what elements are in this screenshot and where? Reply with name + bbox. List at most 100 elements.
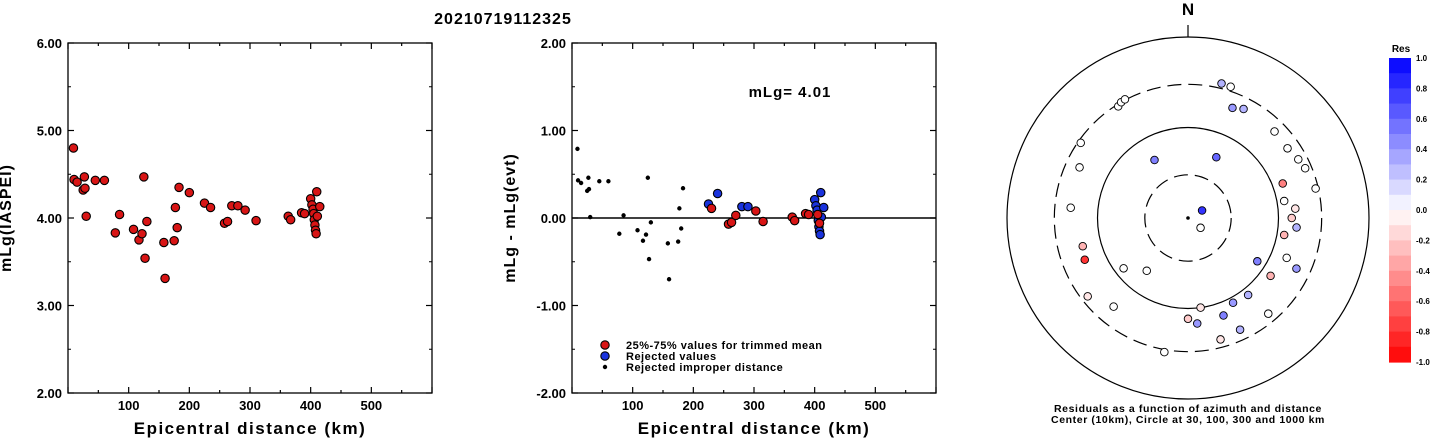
colorbar-tick-label: -0.2 bbox=[1416, 236, 1430, 245]
y-tick-label: 1.00 bbox=[541, 124, 566, 139]
data-point bbox=[233, 201, 243, 211]
improper-point bbox=[646, 256, 652, 262]
trimmed-point bbox=[726, 217, 737, 228]
north-label: N bbox=[1182, 0, 1194, 19]
station-point bbox=[1291, 204, 1300, 213]
station-point bbox=[1266, 271, 1275, 281]
trimmed-point bbox=[751, 206, 761, 216]
data-point bbox=[222, 216, 233, 227]
trimmed-point bbox=[758, 216, 768, 227]
station-point bbox=[1217, 79, 1226, 88]
data-point bbox=[99, 175, 110, 186]
data-point bbox=[90, 175, 101, 186]
data-point bbox=[139, 172, 149, 182]
colorbar-swatch bbox=[1389, 316, 1411, 333]
trimmed-point bbox=[803, 209, 814, 220]
improper-point bbox=[645, 175, 651, 180]
improper-point bbox=[588, 214, 593, 220]
data-point bbox=[299, 208, 310, 219]
station-point bbox=[1264, 309, 1273, 318]
legend-marker bbox=[600, 351, 610, 361]
distance-ring bbox=[1096, 126, 1280, 310]
trimmed-point bbox=[706, 203, 717, 214]
station-point bbox=[1142, 266, 1151, 276]
colorbar-swatch bbox=[1389, 58, 1411, 74]
data-point bbox=[68, 143, 79, 153]
y-tick-label: 6.00 bbox=[37, 36, 62, 51]
improper-point bbox=[643, 232, 649, 237]
magnitude-annotation: mLg= 4.01 bbox=[749, 84, 832, 101]
data-point bbox=[140, 253, 150, 264]
data-point bbox=[174, 182, 184, 193]
colorbar-tick-label: -0.4 bbox=[1416, 267, 1430, 276]
data-point bbox=[142, 216, 152, 227]
trimmed-point bbox=[812, 209, 823, 220]
station-point bbox=[1109, 302, 1118, 311]
colorbar-swatch bbox=[1389, 179, 1411, 196]
station-point bbox=[1282, 253, 1291, 263]
colorbar-tick-label: 0.2 bbox=[1416, 176, 1428, 185]
improper-point bbox=[648, 220, 654, 225]
polar-caption-line2: Center (10km), Circle at 30, 100, 300 an… bbox=[1051, 414, 1325, 426]
colorbar-swatch bbox=[1389, 88, 1411, 105]
colorbar-title: Res bbox=[1392, 44, 1411, 55]
figure-title: 20210719112325 bbox=[434, 11, 572, 28]
colorbar-swatch bbox=[1389, 331, 1411, 348]
station-point bbox=[1228, 103, 1237, 113]
rejected-point bbox=[819, 202, 829, 213]
station-point bbox=[1212, 153, 1221, 162]
station-point bbox=[1183, 314, 1193, 324]
data-point bbox=[169, 236, 179, 246]
colorbar-tick-label: 0.4 bbox=[1416, 145, 1428, 154]
station-point bbox=[1278, 179, 1287, 188]
y-tick-label: 2.00 bbox=[541, 36, 566, 51]
y-axis-label: mLg(IASPEI) bbox=[0, 164, 15, 272]
colorbar-tick-label: 1.0 bbox=[1416, 54, 1428, 63]
station-point bbox=[1239, 104, 1248, 114]
rejected-point bbox=[712, 188, 723, 199]
improper-point bbox=[597, 179, 602, 184]
y-axis-label: mLg - mLg(evt) bbox=[502, 153, 519, 283]
improper-point bbox=[640, 238, 646, 243]
station-point bbox=[1196, 303, 1205, 312]
station-point bbox=[1160, 347, 1169, 357]
station-point bbox=[1283, 144, 1292, 153]
improper-point bbox=[578, 180, 584, 186]
station-point bbox=[1279, 196, 1289, 206]
station-point bbox=[1235, 325, 1245, 334]
data-point bbox=[172, 222, 182, 233]
x-tick-label: 300 bbox=[239, 398, 261, 413]
legend-label: Rejected values bbox=[626, 351, 717, 363]
station-point bbox=[1219, 311, 1228, 320]
colorbar-swatch bbox=[1389, 255, 1411, 272]
data-point bbox=[312, 211, 323, 222]
colorbar-tick-label: 0.6 bbox=[1416, 115, 1428, 124]
x-axis-label: Epicentral distance (km) bbox=[638, 419, 871, 438]
data-point bbox=[205, 202, 216, 213]
station-point bbox=[1311, 184, 1320, 193]
colorbar-swatch bbox=[1389, 149, 1411, 165]
improper-point bbox=[606, 179, 611, 184]
station-point bbox=[1192, 319, 1202, 328]
rejected-point bbox=[815, 187, 826, 198]
improper-point bbox=[635, 228, 640, 233]
colorbar-tick-label: -0.6 bbox=[1416, 297, 1430, 306]
colorbar-tick-label: 0.0 bbox=[1416, 206, 1428, 215]
station-point bbox=[1080, 255, 1090, 264]
x-tick-label: 500 bbox=[360, 398, 382, 413]
x-tick-label: 100 bbox=[622, 398, 644, 413]
colorbar-tick-label: -0.8 bbox=[1416, 328, 1430, 337]
station-point bbox=[1078, 241, 1087, 251]
improper-point bbox=[666, 277, 672, 282]
data-point bbox=[79, 172, 90, 182]
y-tick-label: 2.00 bbox=[37, 386, 62, 401]
colorbar-swatch bbox=[1389, 270, 1411, 287]
x-tick-label: 400 bbox=[300, 398, 322, 413]
colorbar-swatch bbox=[1389, 134, 1411, 150]
improper-point bbox=[617, 231, 622, 236]
rejected-point bbox=[815, 229, 825, 240]
improper-point bbox=[675, 239, 681, 244]
improper-point bbox=[677, 206, 682, 211]
improper-point bbox=[586, 175, 591, 180]
legend-marker bbox=[600, 340, 610, 350]
